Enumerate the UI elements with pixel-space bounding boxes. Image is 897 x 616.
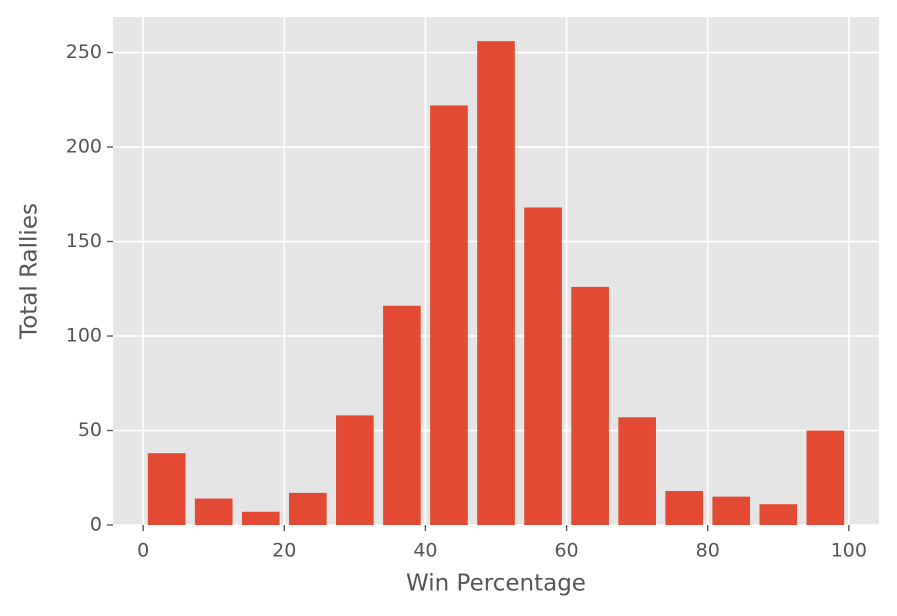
bar [759,504,798,525]
x-tick-label: 80 [696,540,720,562]
bar [147,453,186,525]
y-tick-label: 150 [66,230,102,252]
x-tick-label: 20 [272,540,296,562]
x-tick-label: 0 [137,540,149,562]
bar [430,105,468,526]
bar [665,490,704,525]
bar [524,207,562,525]
x-tick-label: 60 [554,540,578,562]
y-tick-label: 200 [66,136,102,158]
bar [806,430,845,525]
bar [712,496,751,525]
bar [241,511,280,525]
y-tick-label: 100 [66,325,102,347]
bar [336,415,374,525]
bar [477,41,515,525]
x-axis-label: Win Percentage [406,571,586,597]
bar [288,492,327,525]
y-tick-label: 250 [66,41,102,63]
y-tick-label: 0 [90,514,102,536]
bar [571,286,609,525]
bar [194,498,233,525]
x-tick-label: 40 [413,540,437,562]
y-axis-label: Total Rallies [17,203,43,340]
bar [618,417,656,525]
y-tick-label: 50 [78,419,102,441]
x-tick-label: 100 [831,540,867,562]
bar [383,305,421,525]
